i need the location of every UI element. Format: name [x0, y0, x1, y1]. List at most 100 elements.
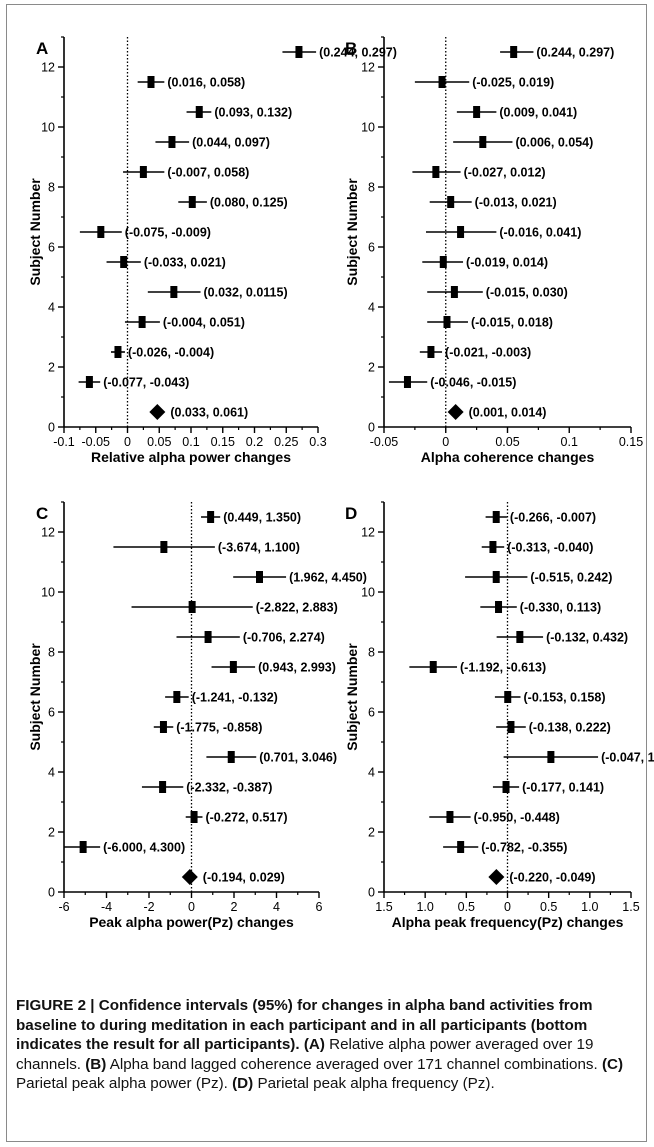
panel-b-estimate-marker: [450, 286, 458, 298]
panel-b-estimate-marker: [403, 376, 411, 388]
panel-b-ci-label: (0.244, 0.297): [536, 46, 614, 60]
panel-b-ci-label: (-0.015, 0.030): [486, 286, 568, 300]
panel-b-x-tick-label: -0.05: [370, 435, 399, 449]
panel-a-overall-label: (0.033, 0.061): [170, 406, 248, 420]
panel-c-y-tick-label: 12: [41, 526, 55, 540]
panel-c-overall-diamond: [181, 869, 198, 885]
panel-d-y-tick-label: 4: [368, 766, 375, 780]
panel-d-x-tick-label: 1.5: [622, 900, 639, 914]
panel-c-estimate-marker: [227, 751, 235, 763]
panel-d-overall-diamond: [488, 869, 505, 885]
panel-a-y-tick-label: 4: [48, 301, 55, 315]
panel-c-y-tick-label: 8: [48, 646, 55, 660]
panel-b-ci-label: (-0.019, 0.014): [466, 256, 548, 270]
panel-c-ci-label: (-2.822, 2.883): [256, 601, 338, 615]
panel-b-x-axis-label: Alpha coherence changes: [421, 449, 595, 465]
panel-d-y-tick-label: 10: [361, 586, 375, 600]
panel-a-overall-diamond: [149, 404, 166, 420]
panel-d-estimate-marker: [492, 511, 500, 523]
panel-d-ci-label: (-0.515, 0.242): [530, 571, 612, 585]
panel-d-ci-label: (-0.266, -0.007): [510, 511, 596, 525]
panel-a-x-tick-label: -0.1: [53, 435, 75, 449]
panel-b-estimate-marker: [457, 226, 465, 238]
panel-a-x-tick-label: 0: [124, 435, 131, 449]
panel-c-x-tick-label: -2: [143, 900, 154, 914]
panel-c-estimate-marker: [79, 841, 87, 853]
panel-c-x-tick-label: 4: [273, 900, 280, 914]
panel-c-ci-label: (0.701, 3.046): [259, 751, 337, 765]
panel-d-x-tick-label: 0.5: [458, 900, 475, 914]
panel-a-ci-label: (0.016, 0.058): [167, 76, 245, 90]
caption-title: FIGURE 2 | Confidence intervals (95%) fo…: [16, 997, 593, 1053]
panel-c-estimate-marker: [207, 511, 215, 523]
panel-a-x-tick-label: 0.2: [246, 435, 263, 449]
panel-b-estimate-marker: [438, 76, 446, 88]
panel-d-x-tick-label: 1.0: [416, 900, 433, 914]
panel-a-x-tick-label: 0.3: [309, 435, 326, 449]
panel-d-ci-label: (-0.132, 0.432): [546, 631, 628, 645]
caption-part-a-text: Relative alpha power averaged over 19 ch…: [16, 1036, 594, 1073]
panel-c-estimate-marker: [159, 781, 167, 793]
panel-d-estimate-marker: [507, 721, 515, 733]
panel-b-x-tick-label: 0.15: [619, 435, 643, 449]
panel-b-ci-label: (-0.025, 0.019): [472, 76, 554, 90]
panel-d-x-tick-label: 0: [504, 900, 511, 914]
panel-c-estimate-marker: [188, 601, 196, 613]
panel-a-y-tick-label: 6: [48, 241, 55, 255]
panel-b-estimate-marker: [447, 196, 455, 208]
panel-d-y-tick-label: 6: [368, 706, 375, 720]
panel-a-estimate-marker: [295, 46, 303, 58]
panel-b-ci-label: (-0.016, 0.041): [499, 226, 581, 240]
panel-d-estimate-marker: [547, 751, 555, 763]
panel-d-estimate-marker: [502, 781, 510, 793]
panel-d-x-tick-label: 1.5: [375, 900, 392, 914]
panel-a-ci-label: (0.080, 0.125): [210, 196, 288, 210]
panel-a-estimate-marker: [195, 106, 203, 118]
panel-c-x-tick-label: 6: [316, 900, 323, 914]
panel-c-ci-label: (1.962, 4.450): [289, 571, 367, 585]
panel-c-y-tick-label: 2: [48, 826, 55, 840]
caption-part-c-text: Parietal peak alpha power (Pz).: [16, 1075, 233, 1092]
panel-b-y-axis-label: Subject Number: [344, 178, 360, 286]
panel-d-estimate-marker: [457, 841, 465, 853]
panel-a-y-tick-label: 10: [41, 121, 55, 135]
panel-c-ci-label: (-3.674, 1.100): [218, 541, 300, 555]
panel-c-x-tick-label: -6: [58, 900, 69, 914]
panel-c-x-tick-label: 0: [188, 900, 195, 914]
panel-d-ci-label: (-1.192, -0.613): [460, 661, 546, 675]
panel-a-letter: A: [36, 39, 48, 58]
panel-d-ci-label: (-0.138, 0.222): [529, 721, 611, 735]
panel-b-ci-label: (0.006, 0.054): [515, 136, 593, 150]
panel-a-estimate-marker: [138, 316, 146, 328]
panel-a-ci-label: (-0.077, -0.043): [103, 376, 189, 390]
panel-c-x-tick-label: 2: [231, 900, 238, 914]
panel-d-estimate-marker: [504, 691, 512, 703]
panel-b-ci-label: (-0.027, 0.012): [464, 166, 546, 180]
panel-b-y-tick-label: 0: [368, 421, 375, 435]
panel-c-ci-label: (-2.332, -0.387): [186, 781, 272, 795]
panel-c-ci-label: (-1.241, -0.132): [192, 691, 278, 705]
panel-c-estimate-marker: [160, 541, 168, 553]
panel-a-x-tick-label: 0.1: [182, 435, 199, 449]
panel-d-estimate-marker: [492, 571, 500, 583]
panel-a-y-axis-label: Subject Number: [27, 178, 43, 286]
panel-a-ci-label: (-0.007, 0.058): [167, 166, 249, 180]
panel-a-ci-label: (-0.004, 0.051): [163, 316, 245, 330]
panel-b-letter: B: [345, 39, 357, 58]
panel-b-y-tick-label: 2: [368, 361, 375, 375]
panel-d-estimate-marker: [429, 661, 437, 673]
panel-a-y-tick-label: 2: [48, 361, 55, 375]
caption-part-b-label: (B): [85, 1055, 107, 1073]
panel-b-ci-label: (-0.046, -0.015): [430, 376, 516, 390]
panel-b-ci-label: (-0.013, 0.021): [475, 196, 557, 210]
panel-a-ci-label: (0.032, 0.0115): [204, 286, 288, 300]
panel-a-estimate-marker: [188, 196, 196, 208]
panel-b-estimate-marker: [443, 316, 451, 328]
panel-b-x-tick-label: 0.05: [495, 435, 519, 449]
panel-c-ci-label: (0.449, 1.350): [223, 511, 301, 525]
panel-b-overall-label: (0.001, 0.014): [469, 406, 547, 420]
panel-b-y-tick-label: 6: [368, 241, 375, 255]
panel-a-x-tick-label: 0.15: [211, 435, 235, 449]
panel-c-ci-label: (-1.775, -0.858): [176, 721, 262, 735]
panel-c-x-axis-label: Peak alpha power(Pz) changes: [89, 914, 294, 930]
